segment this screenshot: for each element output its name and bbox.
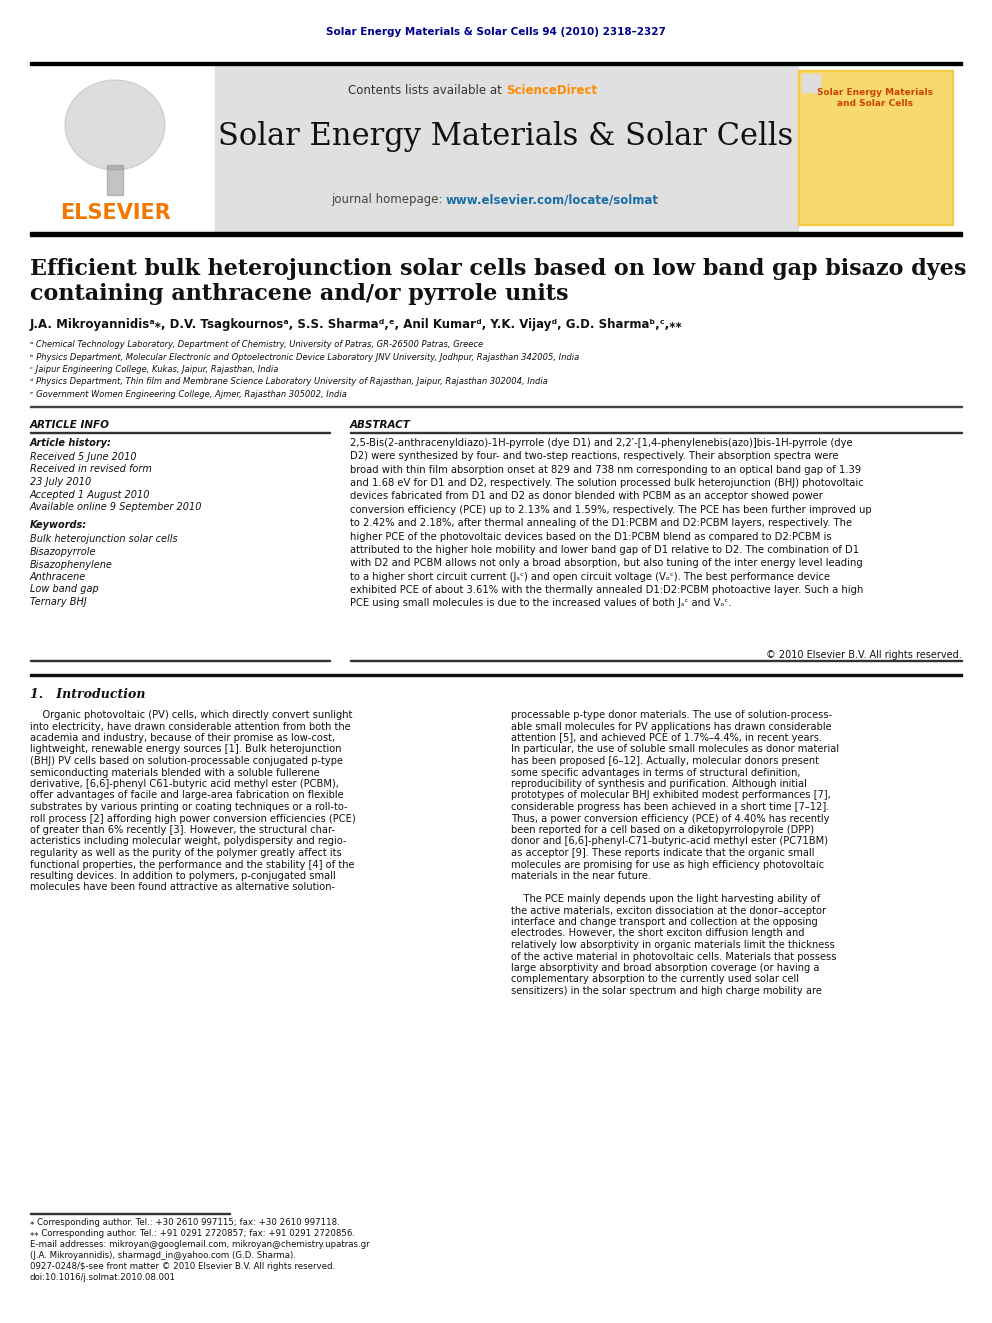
Text: acteristics including molecular weight, polydispersity and regio-: acteristics including molecular weight, … [30, 836, 346, 847]
Text: Organic photovoltaic (PV) cells, which directly convert sunlight: Organic photovoltaic (PV) cells, which d… [30, 710, 352, 720]
Bar [30, 232, 962, 235]
Text: ⁎ Corresponding author. Tel.: +30 2610 997115; fax: +30 2610 997118.: ⁎ Corresponding author. Tel.: +30 2610 9… [30, 1218, 339, 1226]
Text: some specific advantages in terms of structural definition,: some specific advantages in terms of str… [511, 767, 801, 778]
Text: functional properties, the performance and the stability [4] of the: functional properties, the performance a… [30, 860, 354, 869]
Bar [798, 70, 953, 225]
Text: Accepted 1 August 2010: Accepted 1 August 2010 [30, 490, 151, 500]
Text: containing anthracene and/or pyrrole units: containing anthracene and/or pyrrole uni… [30, 283, 568, 306]
Text: Solar Energy Materials & Solar Cells 94 (2010) 2318–2327: Solar Energy Materials & Solar Cells 94 … [326, 26, 666, 37]
Text: Keywords:: Keywords: [30, 520, 87, 531]
Text: journal homepage:: journal homepage: [330, 193, 446, 206]
Text: the active materials, exciton dissociation at the donor–acceptor: the active materials, exciton dissociati… [511, 905, 826, 916]
Text: The PCE mainly depends upon the light harvesting ability of: The PCE mainly depends upon the light ha… [511, 894, 820, 904]
Text: Available online 9 September 2010: Available online 9 September 2010 [30, 501, 202, 512]
Text: 0927-0248/$-see front matter © 2010 Elsevier B.V. All rights reserved.: 0927-0248/$-see front matter © 2010 Else… [30, 1262, 335, 1271]
Text: materials in the near future.: materials in the near future. [511, 871, 651, 881]
Text: resulting devices. In addition to polymers, p-conjugated small: resulting devices. In addition to polyme… [30, 871, 335, 881]
Text: roll process [2] affording high power conversion efficiencies (PCE): roll process [2] affording high power co… [30, 814, 356, 823]
Text: relatively low absorptivity in organic materials limit the thickness: relatively low absorptivity in organic m… [511, 941, 834, 950]
Text: Anthracene: Anthracene [30, 572, 86, 582]
Text: reproducibility of synthesis and purification. Although initial: reproducibility of synthesis and purific… [511, 779, 806, 789]
Ellipse shape [65, 79, 165, 169]
Text: ABSTRACT: ABSTRACT [350, 419, 411, 430]
Text: Efficient bulk heterojunction solar cells based on low band gap bisazo dyes: Efficient bulk heterojunction solar cell… [30, 258, 966, 280]
Text: J.A. Mikroyannidisᵃ⁎, D.V. Tsagkournosᵃ, S.S. Sharmaᵈ,ᵉ, Anil Kumarᵈ, Y.K. Vijay: J.A. Mikroyannidisᵃ⁎, D.V. Tsagkournosᵃ,… [30, 318, 682, 331]
Bar [30, 673, 962, 676]
Text: ᵈ Physics Department, Thin film and Membrane Science Laboratory University of Ra: ᵈ Physics Department, Thin film and Memb… [30, 377, 548, 386]
Text: ARTICLE INFO: ARTICLE INFO [30, 419, 110, 430]
Text: www.elsevier.com/locate/solmat: www.elsevier.com/locate/solmat [446, 193, 659, 206]
Text: Contents lists available at: Contents lists available at [348, 83, 506, 97]
Bar [30, 65, 215, 232]
Text: ᵇ Physics Department, Molecular Electronic and Optoelectronic Device Laboratory : ᵇ Physics Department, Molecular Electron… [30, 352, 579, 361]
Text: ᵉ Government Women Engineering College, Ajmer, Rajasthan 305002, India: ᵉ Government Women Engineering College, … [30, 390, 347, 400]
Text: Bisazopyrrole: Bisazopyrrole [30, 546, 96, 557]
Text: into electricity, have drawn considerable attention from both the: into electricity, have drawn considerabl… [30, 721, 350, 732]
Text: lightweight, renewable energy sources [1]. Bulk heterojunction: lightweight, renewable energy sources [1… [30, 745, 341, 754]
Text: complementary absorption to the currently used solar cell: complementary absorption to the currentl… [511, 975, 799, 984]
Text: processable p-type donor materials. The use of solution-process-: processable p-type donor materials. The … [511, 710, 832, 720]
Text: prototypes of molecular BHJ exhibited modest performances [7],: prototypes of molecular BHJ exhibited mo… [511, 791, 830, 800]
Text: sensitizers) in the solar spectrum and high charge mobility are: sensitizers) in the solar spectrum and h… [511, 986, 822, 996]
Text: been reported for a cell based on a diketopyrrolopyrole (DPP): been reported for a cell based on a dike… [511, 826, 814, 835]
Text: In particular, the use of soluble small molecules as donor material: In particular, the use of soluble small … [511, 745, 839, 754]
Bar [800, 71, 951, 224]
Text: Ternary BHJ: Ternary BHJ [30, 597, 86, 607]
Text: attention [5], and achieved PCE of 1.7%–4.4%, in recent years.: attention [5], and achieved PCE of 1.7%–… [511, 733, 822, 744]
Text: of greater than 6% recently [3]. However, the structural char-: of greater than 6% recently [3]. However… [30, 826, 335, 835]
Bar [215, 65, 798, 232]
Text: regularity as well as the purity of the polymer greatly affect its: regularity as well as the purity of the … [30, 848, 342, 859]
Text: substrates by various printing or coating techniques or a roll-to-: substrates by various printing or coatin… [30, 802, 347, 812]
Text: © 2010 Elsevier B.V. All rights reserved.: © 2010 Elsevier B.V. All rights reserved… [766, 650, 962, 660]
Text: doi:10.1016/j.solmat.2010.08.001: doi:10.1016/j.solmat.2010.08.001 [30, 1273, 176, 1282]
Bar [107, 165, 123, 194]
Text: donor and [6,6]-phenyl-C71-butyric-acid methyl ester (PC71BM): donor and [6,6]-phenyl-C71-butyric-acid … [511, 836, 828, 847]
Bar [802, 74, 820, 93]
Text: Low band gap: Low band gap [30, 585, 99, 594]
Text: E-mail addresses: mikroyan@googlemail.com, mikroyan@chemistry.upatras.gr: E-mail addresses: mikroyan@googlemail.co… [30, 1240, 370, 1249]
Text: Received in revised form: Received in revised form [30, 464, 152, 475]
Text: ELSEVIER: ELSEVIER [60, 202, 171, 224]
Text: as acceptor [9]. These reports indicate that the organic small: as acceptor [9]. These reports indicate … [511, 848, 814, 859]
Text: 1.   Introduction: 1. Introduction [30, 688, 146, 701]
Text: academia and industry, because of their promise as low-cost,: academia and industry, because of their … [30, 733, 335, 744]
Text: ⁎⁎ Corresponding author. Tel.: +91 0291 2720857; fax: +91 0291 2720856.: ⁎⁎ Corresponding author. Tel.: +91 0291 … [30, 1229, 355, 1238]
Text: large absorptivity and broad absorption coverage (or having a: large absorptivity and broad absorption … [511, 963, 819, 972]
Text: Bulk heterojunction solar cells: Bulk heterojunction solar cells [30, 534, 178, 545]
Text: interface and change transport and collection at the opposing: interface and change transport and colle… [511, 917, 817, 927]
Text: (BHJ) PV cells based on solution-processable conjugated p-type: (BHJ) PV cells based on solution-process… [30, 755, 343, 766]
Text: 23 July 2010: 23 July 2010 [30, 478, 91, 487]
Text: Solar Energy Materials & Solar Cells: Solar Energy Materials & Solar Cells [218, 122, 794, 152]
Text: has been proposed [6–12]. Actually, molecular donors present: has been proposed [6–12]. Actually, mole… [511, 755, 819, 766]
Text: (J.A. Mikroyannidis), sharmagd_in@yahoo.com (G.D. Sharma).: (J.A. Mikroyannidis), sharmagd_in@yahoo.… [30, 1252, 296, 1259]
Text: electrodes. However, the short exciton diffusion length and: electrodes. However, the short exciton d… [511, 929, 805, 938]
Bar [30, 62, 962, 65]
Text: Thus, a power conversion efficiency (PCE) of 4.40% has recently: Thus, a power conversion efficiency (PCE… [511, 814, 829, 823]
Text: ᶜ Jaipur Engineering College, Kukas, Jaipur, Rajasthan, India: ᶜ Jaipur Engineering College, Kukas, Jai… [30, 365, 279, 374]
Text: Solar Energy Materials
and Solar Cells: Solar Energy Materials and Solar Cells [817, 89, 933, 107]
Text: semiconducting materials blended with a soluble fullerene: semiconducting materials blended with a … [30, 767, 319, 778]
Text: ᵃ Chemical Technology Laboratory, Department of Chemistry, University of Patras,: ᵃ Chemical Technology Laboratory, Depart… [30, 340, 483, 349]
Text: molecules are promising for use as high efficiency photovoltaic: molecules are promising for use as high … [511, 860, 824, 869]
Text: Received 5 June 2010: Received 5 June 2010 [30, 452, 137, 462]
Text: considerable progress has been achieved in a short time [7–12].: considerable progress has been achieved … [511, 802, 829, 812]
Text: 2,5-Bis(2-anthracenyldiazo)-1H-pyrrole (dye D1) and 2,2′-[1,4-phenylenebis(azo)]: 2,5-Bis(2-anthracenyldiazo)-1H-pyrrole (… [350, 438, 872, 609]
Text: Article history:: Article history: [30, 438, 112, 448]
Text: offer advantages of facile and large-area fabrication on flexible: offer advantages of facile and large-are… [30, 791, 343, 800]
Text: of the active material in photovoltaic cells. Materials that possess: of the active material in photovoltaic c… [511, 951, 836, 962]
Text: able small molecules for PV applications has drawn considerable: able small molecules for PV applications… [511, 721, 831, 732]
Text: Bisazophenylene: Bisazophenylene [30, 560, 113, 569]
Text: molecules have been found attractive as alternative solution-: molecules have been found attractive as … [30, 882, 335, 893]
Text: derivative, [6,6]-phenyl C61-butyric acid methyl ester (PCBM),: derivative, [6,6]-phenyl C61-butyric aci… [30, 779, 339, 789]
Text: ScienceDirect: ScienceDirect [506, 83, 597, 97]
